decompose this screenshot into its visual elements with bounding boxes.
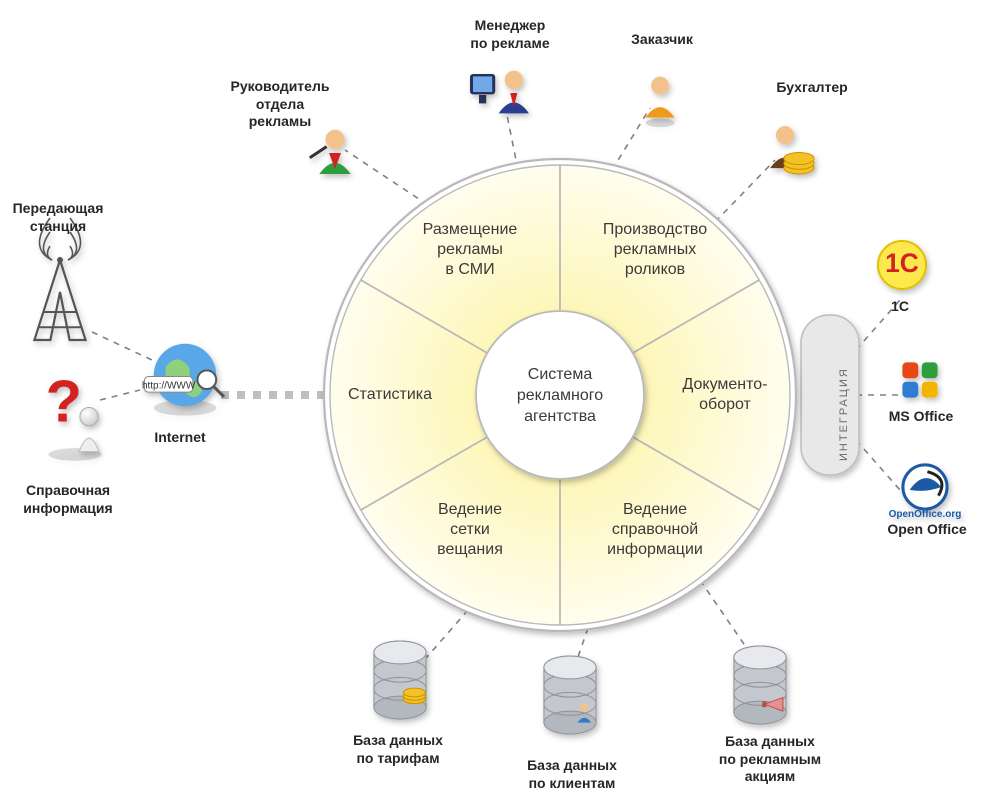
- accountant-label: Бухгалтер: [732, 79, 892, 97]
- db-promo-icon: [734, 646, 786, 724]
- station-icon: [34, 218, 85, 340]
- dept-head-label: Руководительотделарекламы: [200, 78, 360, 131]
- station-label: Передающаястанция: [0, 200, 138, 235]
- segment-label-3: Ведениесправочнойинформации: [570, 500, 740, 560]
- segment-label-4: Ведениесеткивещания: [385, 500, 555, 560]
- ms-office-icon: [902, 362, 937, 397]
- segment-label-1: Производстворекламныхроликов: [570, 220, 740, 280]
- open-office-label: Open Office: [847, 521, 985, 539]
- reference-icon: ?: [46, 368, 102, 461]
- db-clients-icon: [544, 656, 596, 734]
- internet-icon: http://WWW: [142, 344, 224, 416]
- ad-manager-label: Менеджерпо рекламе: [430, 17, 590, 52]
- internet-label: Internet: [100, 429, 260, 447]
- integration-label: ИНТЕГРАЦИЯ: [838, 329, 850, 461]
- accountant-icon: [770, 126, 814, 174]
- 1c-label: 1С: [820, 298, 980, 316]
- dept-head-icon: [310, 130, 351, 174]
- db-clients-label: База данныхпо клиентам: [492, 757, 652, 792]
- svg-text:http://WWW: http://WWW: [142, 380, 196, 391]
- svg-text:1С: 1С: [885, 248, 919, 278]
- svg-text:?: ?: [46, 368, 82, 435]
- svg-text:OpenOffice.org: OpenOffice.org: [889, 509, 962, 520]
- customer-label: Заказчик: [582, 31, 742, 49]
- 1c-icon: 1С: [878, 241, 926, 289]
- reference-label: Справочнаяинформация: [0, 482, 148, 517]
- segment-label-0: Размещениерекламыв СМИ: [385, 220, 555, 280]
- wheel-center-label: Системарекламногоагентства: [485, 365, 635, 427]
- segment-label-5: Статистика: [305, 385, 475, 405]
- diagram-root: { "canvas": {"w": 985, "h": 809, "bg": "…: [0, 0, 985, 809]
- segment-label-2: Документо-оборот: [640, 375, 810, 415]
- open-office-icon: OpenOffice.org: [889, 465, 962, 520]
- db-tariffs-label: База данныхпо тарифам: [318, 732, 478, 767]
- customer-icon: [645, 77, 674, 127]
- ad-manager-icon: [470, 71, 529, 114]
- db-promo-label: База данныхпо рекламнымакциям: [690, 733, 850, 786]
- db-tariffs-icon: [374, 641, 426, 719]
- ms-office-label: MS Office: [841, 408, 985, 426]
